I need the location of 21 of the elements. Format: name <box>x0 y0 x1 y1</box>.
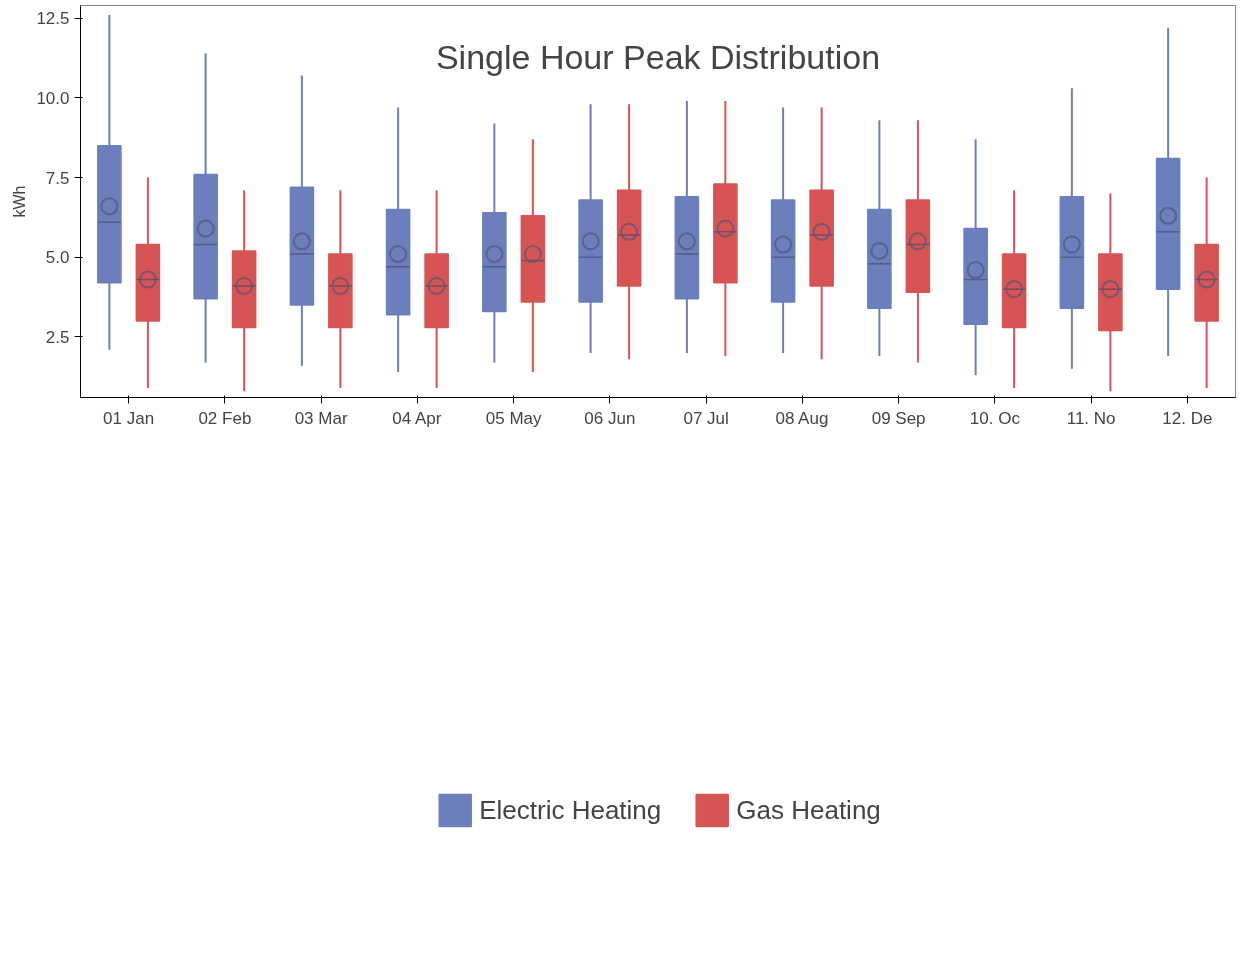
x-tick-label: 02 Feb <box>198 408 252 428</box>
x-tick-label: 11. No <box>1066 408 1116 428</box>
y-tick-label: 7.5 <box>45 168 70 188</box>
x-tick-label: 12. De <box>1162 408 1213 428</box>
y-tick-label: 2.5 <box>45 327 70 347</box>
text: Single Hour Peak Distribution <box>435 37 881 76</box>
x-tick-label: 06 Jun <box>584 408 636 428</box>
x-tick-label: 01 Jan <box>103 408 155 428</box>
x-tick-label: 10. Oc <box>969 408 1021 428</box>
legend-label: Gas Heating <box>736 794 881 826</box>
y-tick-label: 12.5 <box>36 9 70 29</box>
y-tick-label: 10.0 <box>36 88 70 108</box>
x-tick-label: 04 Apr <box>392 408 442 428</box>
x-tick-label: 09 Sep <box>871 408 926 428</box>
x-tick-label: 03 Mar <box>294 408 348 428</box>
y-tick-label: 5.0 <box>45 248 70 268</box>
legend-label: Electric Heating <box>479 794 662 826</box>
x-tick-label: 07 Jul <box>683 408 729 428</box>
x-tick-label: 08 Aug <box>775 408 829 428</box>
x-tick-label: 05 May <box>485 408 542 428</box>
y-axis-title: kWh <box>11 185 29 218</box>
